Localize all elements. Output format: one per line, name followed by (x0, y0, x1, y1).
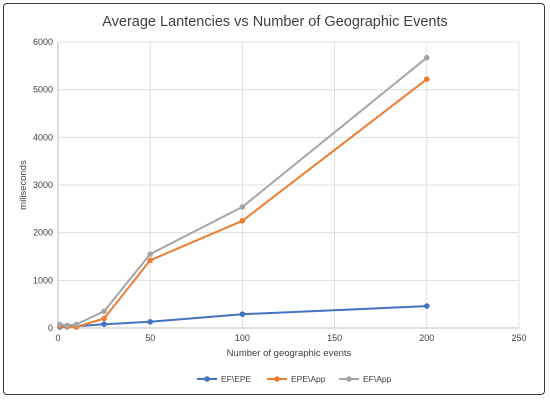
legend-label: EPE\App (291, 374, 326, 384)
y-tick-label: 3000 (33, 180, 53, 190)
x-tick-label: 0 (55, 333, 60, 343)
data-point (147, 319, 153, 325)
y-tick-labels: 0 1000 2000 3000 4000 5000 6000 (33, 37, 53, 333)
data-point (424, 76, 430, 82)
legend-marker (346, 376, 352, 382)
data-point (147, 251, 153, 257)
x-axis-label: Number of geographic events (227, 348, 352, 359)
legend-marker (204, 376, 210, 382)
data-point (239, 204, 246, 210)
y-tick-label: 2000 (33, 228, 53, 238)
data-point (101, 308, 107, 315)
legend: EF\EPE EPE\App EF\App (197, 374, 392, 384)
x-tick-label: 50 (145, 333, 155, 343)
data-point (424, 54, 430, 61)
series-line (59, 56, 428, 327)
chart-title: Average Lantencies vs Number of Geograph… (102, 14, 448, 30)
series-3 (57, 54, 430, 329)
data-point (73, 321, 80, 328)
x-tick-label: 150 (327, 333, 342, 343)
legend-label: EF\EPE (221, 374, 252, 384)
legend-marker (274, 376, 280, 382)
legend-label: EF\App (363, 374, 392, 384)
y-tick-label: 4000 (33, 132, 53, 142)
data-point (57, 321, 63, 328)
data-point (147, 257, 153, 264)
data-point (239, 217, 246, 224)
series-lines (57, 54, 430, 330)
data-point (424, 303, 430, 309)
legend-item: EF\App (339, 374, 392, 384)
y-tick-label: 6000 (33, 37, 53, 47)
y-axis-label: miliseconds (18, 160, 29, 210)
legend-item: EPE\App (267, 374, 326, 384)
x-tick-labels: 0 50 100 150 200 250 (55, 333, 526, 343)
x-tick-label: 200 (419, 333, 434, 343)
x-tick-label: 100 (235, 333, 250, 343)
data-point (101, 321, 107, 327)
x-tick-label: 250 (511, 333, 526, 343)
axes (57, 42, 519, 329)
legend-item: EF\EPE (197, 374, 252, 384)
data-point (101, 315, 107, 322)
y-tick-label: 1000 (33, 275, 53, 285)
y-tick-label: 0 (48, 323, 53, 333)
series-line (59, 78, 428, 328)
series-2 (57, 76, 430, 330)
data-point (64, 322, 71, 329)
data-point (239, 311, 246, 317)
chart-frame (3, 3, 545, 395)
y-tick-label: 5000 (33, 85, 53, 95)
